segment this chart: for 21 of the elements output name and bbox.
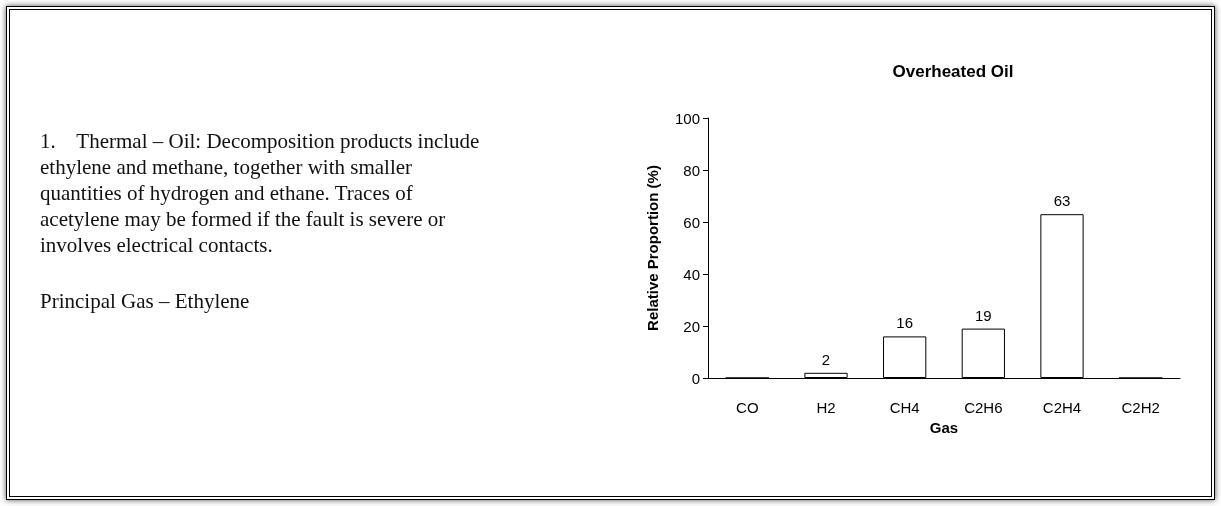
x-tick-label: H2 bbox=[816, 399, 836, 416]
chart-title: Overheated Oil bbox=[892, 62, 1014, 81]
y-tick-label: 20 bbox=[683, 317, 700, 335]
y-tick-label: 80 bbox=[683, 161, 700, 179]
y-tick-label: 40 bbox=[683, 265, 700, 283]
y-tick-label: 0 bbox=[691, 369, 700, 387]
x-axis-title: Gas bbox=[929, 418, 959, 436]
data-label: 2 bbox=[821, 350, 831, 368]
x-tick-label: C2H6 bbox=[964, 399, 1003, 416]
data-label: 16 bbox=[896, 314, 914, 332]
x-tick-label: CO bbox=[736, 399, 759, 416]
text: 1. Thermal – Oil: Decomposition products include ethylene and methane, together with smaller quantities of hydrogen and ethane. Traces of acetylene may be formed if the fault is severe or involves electrical contacts. bbox=[40, 128, 480, 258]
data-label: 63 bbox=[1053, 192, 1071, 210]
x-tick-label: C2H2 bbox=[1121, 399, 1160, 416]
data-label: 19 bbox=[974, 306, 992, 324]
y-tick-label: 100 bbox=[674, 109, 700, 127]
y-axis-title: Relative Proportion (%) bbox=[644, 165, 661, 331]
x-tick-label: C2H4 bbox=[1042, 399, 1082, 416]
y-tick-label: 60 bbox=[683, 213, 700, 231]
text: Principal Gas – Ethylene bbox=[40, 288, 251, 314]
x-tick-label: CH4 bbox=[889, 399, 920, 416]
